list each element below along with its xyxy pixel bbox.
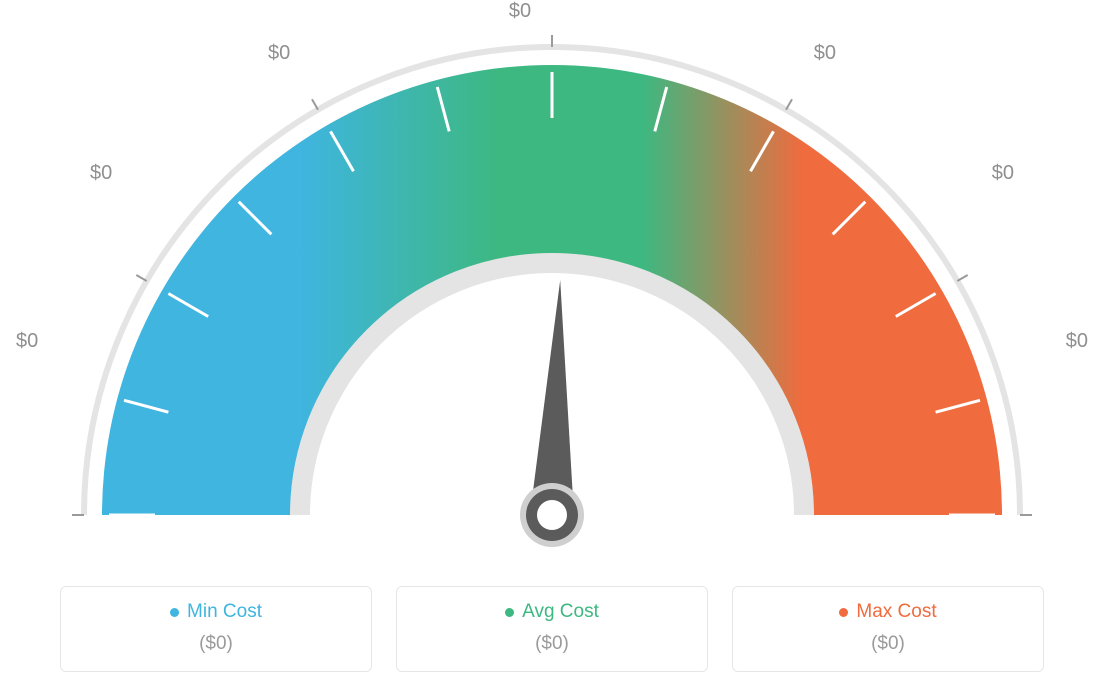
legend-value-max: ($0) xyxy=(743,633,1033,655)
legend-card-min: Min Cost ($0) xyxy=(60,586,372,672)
dot-min xyxy=(170,608,179,617)
tick-label-0: $0 xyxy=(16,330,38,353)
legend-title-min: Min Cost xyxy=(170,601,262,623)
legend-card-avg: Avg Cost ($0) xyxy=(396,586,708,672)
tick-label-2: $0 xyxy=(268,42,290,65)
tick-label-6: $0 xyxy=(1066,330,1088,353)
gauge-cost-chart: $0 $0 $0 $0 $0 $0 $0 Min Cost ($0) Avg C… xyxy=(0,0,1104,690)
tick-label-3: $0 xyxy=(509,0,531,23)
legend-label-max: Max Cost xyxy=(856,601,936,623)
dot-max xyxy=(839,608,848,617)
legend-title-avg: Avg Cost xyxy=(505,601,599,623)
gauge-svg xyxy=(22,10,1082,565)
legend-row: Min Cost ($0) Avg Cost ($0) Max Cost ($0… xyxy=(60,586,1044,672)
legend-value-avg: ($0) xyxy=(407,633,697,655)
dot-avg xyxy=(505,608,514,617)
legend-label-avg: Avg Cost xyxy=(522,601,599,623)
tick-label-5: $0 xyxy=(992,162,1014,185)
legend-card-max: Max Cost ($0) xyxy=(732,586,1044,672)
gauge-area: $0 $0 $0 $0 $0 $0 $0 xyxy=(0,0,1104,555)
tick-label-1: $0 xyxy=(90,162,112,185)
needle xyxy=(530,279,582,515)
legend-label-min: Min Cost xyxy=(187,601,262,623)
legend-title-max: Max Cost xyxy=(839,601,936,623)
tick-label-4: $0 xyxy=(814,42,836,65)
needle-hub-inner xyxy=(537,500,567,530)
legend-value-min: ($0) xyxy=(71,633,361,655)
